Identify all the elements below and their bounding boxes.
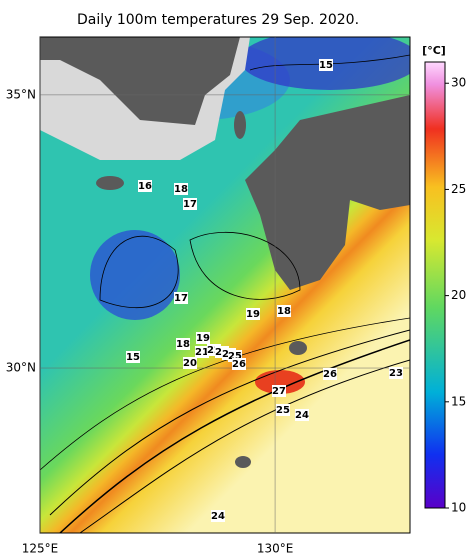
contour-label: 20 bbox=[183, 358, 197, 369]
contour-label: 24 bbox=[295, 410, 309, 421]
contour-label: 17 bbox=[174, 293, 188, 304]
land bbox=[40, 37, 240, 125]
contour-label-bg bbox=[232, 358, 246, 370]
contour-label: 26 bbox=[323, 369, 337, 380]
title: Daily 100m temperatures 29 Sep. 2020. bbox=[77, 12, 359, 28]
contour-label: 18 bbox=[174, 184, 188, 195]
contour-label-bg bbox=[211, 510, 225, 522]
contour-label-bg bbox=[276, 404, 290, 416]
contour-label-bg bbox=[272, 385, 286, 397]
contour-label: 26 bbox=[232, 359, 246, 370]
contour-label-bg bbox=[183, 198, 197, 210]
contour-label: 27 bbox=[272, 386, 286, 397]
lon-label: 125°E bbox=[22, 542, 59, 556]
colorbar-unit: [°C] bbox=[422, 44, 446, 57]
island bbox=[289, 341, 307, 355]
contour bbox=[99, 235, 179, 308]
lat-label: 30°N bbox=[6, 361, 36, 375]
contour-label-bg bbox=[195, 346, 209, 358]
colorbar-tick-label: 20 bbox=[451, 288, 466, 302]
island bbox=[96, 176, 124, 190]
contour-label-bg bbox=[174, 292, 188, 304]
contour-label: 23 bbox=[389, 368, 403, 379]
map bbox=[40, 37, 410, 533]
island bbox=[235, 456, 251, 468]
contour-label: 16 bbox=[138, 181, 152, 192]
contour-label-bg bbox=[389, 367, 403, 379]
lat-label: 35°N bbox=[6, 87, 36, 101]
contour-label: 18 bbox=[277, 306, 291, 317]
contour-label-bg bbox=[295, 409, 309, 421]
contour-label: 15 bbox=[319, 60, 333, 71]
warm-core bbox=[255, 370, 305, 394]
colorbar bbox=[424, 61, 446, 509]
contour-label-bg bbox=[176, 338, 190, 350]
contour bbox=[49, 329, 410, 516]
contour-label: 15 bbox=[126, 352, 140, 363]
land bbox=[245, 95, 410, 290]
contour bbox=[189, 232, 301, 300]
contour-label-bg bbox=[183, 357, 197, 369]
colorbar-tick-label: 10 bbox=[451, 501, 466, 515]
contour-label-bg bbox=[126, 351, 140, 363]
contour-label-bg bbox=[138, 180, 152, 192]
contour bbox=[249, 54, 410, 71]
contour-label: 25 bbox=[276, 405, 290, 416]
contour-label-bg bbox=[174, 183, 188, 195]
contour-label: 19 bbox=[196, 333, 210, 344]
contour-label-bg bbox=[246, 308, 260, 320]
contour bbox=[79, 359, 410, 533]
lon-label: 130°E bbox=[257, 542, 294, 556]
island bbox=[234, 111, 246, 139]
contour-label: 21 bbox=[195, 347, 209, 358]
colorbar-tick-label: 15 bbox=[451, 394, 466, 408]
contour-label: 25 bbox=[228, 351, 242, 362]
contour-label-bg bbox=[323, 368, 337, 380]
colorbar-tick-label: 25 bbox=[451, 182, 466, 196]
contour-label: 24 bbox=[211, 511, 225, 522]
contour-label-bg bbox=[319, 59, 333, 71]
contour bbox=[40, 317, 410, 471]
contour-label: 22 bbox=[207, 345, 221, 356]
contour-label: 17 bbox=[183, 199, 197, 210]
contour-label: 19 bbox=[246, 309, 260, 320]
contour-label-bg bbox=[277, 305, 291, 317]
colorbar-tick-label: 30 bbox=[451, 76, 466, 90]
contour-label-bg bbox=[196, 332, 210, 344]
contour-label: 18 bbox=[176, 339, 190, 350]
contour bbox=[59, 339, 410, 533]
